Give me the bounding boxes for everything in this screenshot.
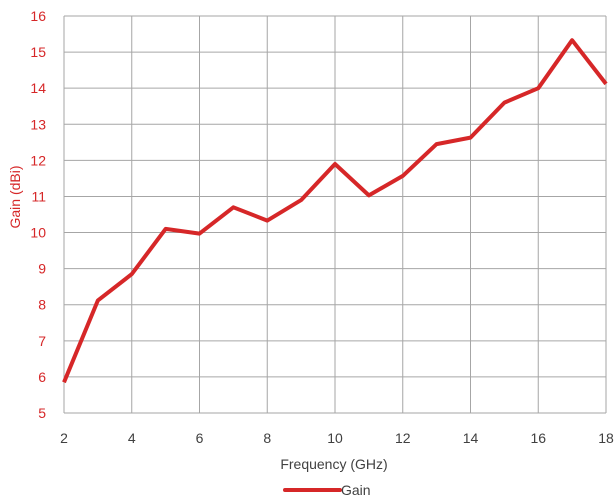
y-tick-9: 9 bbox=[38, 261, 46, 277]
x-tick-16: 16 bbox=[530, 430, 546, 446]
y-tick-5: 5 bbox=[38, 405, 46, 421]
series-layer bbox=[62, 38, 608, 384]
y-axis-title: Gain (dBi) bbox=[7, 165, 23, 228]
y-tick-6: 6 bbox=[38, 369, 46, 385]
x-tick-6: 6 bbox=[196, 430, 204, 446]
x-tick-4: 4 bbox=[128, 430, 136, 446]
legend: Gain bbox=[283, 482, 371, 497]
x-tick-14: 14 bbox=[463, 430, 479, 446]
x-tick-12: 12 bbox=[395, 430, 411, 446]
legend-label-gain: Gain bbox=[341, 482, 371, 497]
y-tick-16: 16 bbox=[30, 8, 46, 24]
y-tick-7: 7 bbox=[38, 333, 46, 349]
grid bbox=[63, 15, 607, 414]
y-tick-13: 13 bbox=[30, 116, 46, 132]
x-tick-8: 8 bbox=[263, 430, 271, 446]
y-tick-15: 15 bbox=[30, 44, 46, 60]
x-tick-10: 10 bbox=[327, 430, 343, 446]
y-tick-14: 14 bbox=[30, 80, 46, 96]
x-tick-labels: 2 4 6 8 10 12 14 16 18 bbox=[60, 430, 614, 446]
y-tick-12: 12 bbox=[30, 152, 46, 168]
y-tick-labels: 5 6 7 8 9 10 11 12 13 14 15 16 bbox=[30, 8, 46, 421]
x-tick-18: 18 bbox=[598, 430, 614, 446]
y-tick-10: 10 bbox=[30, 225, 46, 241]
y-tick-8: 8 bbox=[38, 297, 46, 313]
y-tick-11: 11 bbox=[31, 188, 46, 204]
x-tick-2: 2 bbox=[60, 430, 68, 446]
x-axis-title: Frequency (GHz) bbox=[280, 456, 387, 472]
